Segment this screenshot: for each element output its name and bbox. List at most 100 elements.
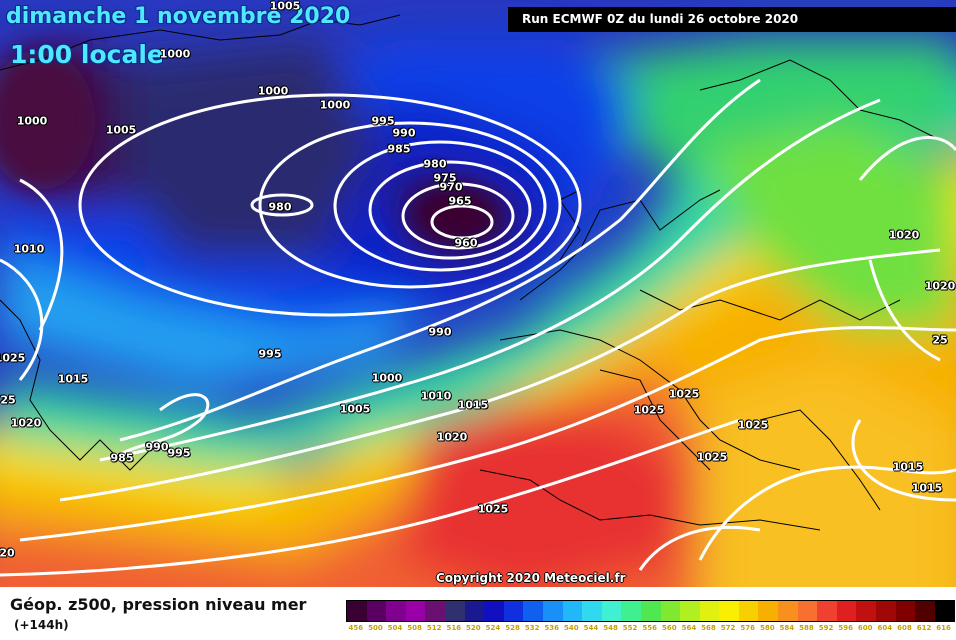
copyright-notice: Copyright 2020 Meteociel.fr <box>436 571 626 585</box>
scale-tick-label: 568 <box>701 624 716 632</box>
scale-tick-label: 560 <box>661 624 677 632</box>
scale-tick-label: 456 <box>348 624 364 632</box>
pressure-label: 1025 <box>737 418 769 432</box>
coastlines <box>0 14 941 531</box>
color-swatch <box>719 601 739 621</box>
scale-tick-label: 540 <box>564 624 579 632</box>
pressure-label: 1025 <box>668 387 700 401</box>
scale-tick-label: 600 <box>857 624 873 632</box>
pressure-label: 1000 <box>257 84 289 98</box>
scale-tick-label: 604 <box>877 624 893 632</box>
pressure-label: 1020 <box>888 228 920 242</box>
pressure-label: 990 <box>145 440 169 454</box>
color-swatch <box>621 601 641 621</box>
forecast-time-title: 1:00 locale <box>10 40 164 69</box>
pressure-label: 990 <box>428 325 452 339</box>
pressure-label: 1010 <box>13 242 45 256</box>
color-swatch <box>856 601 877 621</box>
pressure-label: 1015 <box>457 398 489 412</box>
color-swatch <box>347 601 367 621</box>
legend-subtitle: (+144h) <box>14 618 69 632</box>
pressure-label: 25 <box>0 393 16 407</box>
pressure-label: 1020 <box>436 430 468 444</box>
scale-tick-label: 508 <box>407 624 422 632</box>
pressure-label: 1000 <box>159 47 191 61</box>
color-swatch <box>797 601 818 621</box>
color-swatch <box>601 601 622 621</box>
scale-tick-label: 500 <box>368 624 383 632</box>
pressure-label: 970 <box>439 180 463 194</box>
pressure-label: 995 <box>371 114 395 128</box>
pressure-label: 1025 <box>696 450 728 464</box>
legend-title: Géop. z500, pression niveau mer <box>10 595 307 614</box>
color-swatch <box>464 601 485 621</box>
color-swatch <box>523 601 543 621</box>
scale-tick-label: 616 <box>936 624 951 632</box>
color-scale <box>346 600 956 622</box>
color-swatch <box>934 601 955 621</box>
pressure-label: 1005 <box>339 402 371 416</box>
scale-tick-label: 516 <box>446 624 462 632</box>
pressure-label: 980 <box>268 200 292 214</box>
scale-tick-label: 608 <box>897 624 912 632</box>
pressure-label: 1000 <box>371 371 403 385</box>
pressure-label: 965 <box>448 194 472 208</box>
pressure-label: 990 <box>392 126 416 140</box>
scale-tick-label: 588 <box>799 624 814 632</box>
color-swatch <box>758 601 779 621</box>
scale-tick-label: 572 <box>720 624 736 632</box>
color-swatch <box>562 601 583 621</box>
pressure-label: 1000 <box>16 114 48 128</box>
pressure-label: 1025 <box>633 403 665 417</box>
scale-tick-label: 592 <box>818 624 834 632</box>
pressure-map <box>0 0 956 587</box>
scale-tick-label: 576 <box>740 624 755 632</box>
pressure-label: 985 <box>387 142 411 156</box>
pressure-label: 1015 <box>911 481 943 495</box>
pressure-label: 960 <box>454 236 478 250</box>
pressure-label: 1015 <box>892 460 924 474</box>
pressure-label: 1020 <box>924 279 956 293</box>
pressure-label: 975 <box>433 171 457 185</box>
pressure-label: 25 <box>932 333 948 347</box>
color-swatch <box>895 601 916 621</box>
pressure-label: 1020 <box>10 416 42 430</box>
color-scale-ticks: 456 500 504 508 512 516 520 524 528 532 536 540 544 5… <box>346 624 953 632</box>
pressure-label: 995 <box>167 446 191 460</box>
scale-tick-label: 524 <box>485 624 501 632</box>
color-swatch <box>836 601 857 621</box>
pressure-label: 1025 <box>477 502 509 516</box>
scale-tick-label: 528 <box>505 624 520 632</box>
color-swatch <box>660 601 681 621</box>
pressure-label: 20 <box>0 546 15 560</box>
scale-tick-label: 564 <box>681 624 697 632</box>
run-info-banner: Run ECMWF 0Z du lundi 26 octobre 2020 <box>508 7 956 32</box>
scale-tick-label: 548 <box>603 624 618 632</box>
scale-tick-label: 556 <box>642 624 658 632</box>
color-swatch <box>542 601 563 621</box>
pressure-label: 1005 <box>105 123 137 137</box>
color-swatch <box>582 601 602 621</box>
scale-tick-label: 596 <box>838 624 853 632</box>
color-swatch <box>699 601 720 621</box>
scale-tick-label: 584 <box>779 624 795 632</box>
scale-tick-label: 520 <box>466 624 481 632</box>
color-swatch <box>444 601 465 621</box>
color-swatch <box>484 601 504 621</box>
pressure-label: 1025 <box>0 351 26 365</box>
scale-tick-label: 552 <box>622 624 638 632</box>
color-swatch <box>640 601 661 621</box>
pressure-label: 980 <box>423 157 447 171</box>
scale-tick-label: 536 <box>544 624 560 632</box>
pressure-label: 1000 <box>319 98 351 112</box>
color-swatch <box>738 601 759 621</box>
pressure-label: 1010 <box>420 389 452 403</box>
color-swatch <box>366 601 387 621</box>
pressure-label: 995 <box>258 347 282 361</box>
color-swatch <box>680 601 700 621</box>
color-swatch <box>425 601 445 621</box>
color-swatch <box>503 601 524 621</box>
color-swatch <box>778 601 798 621</box>
isobars <box>0 78 956 577</box>
